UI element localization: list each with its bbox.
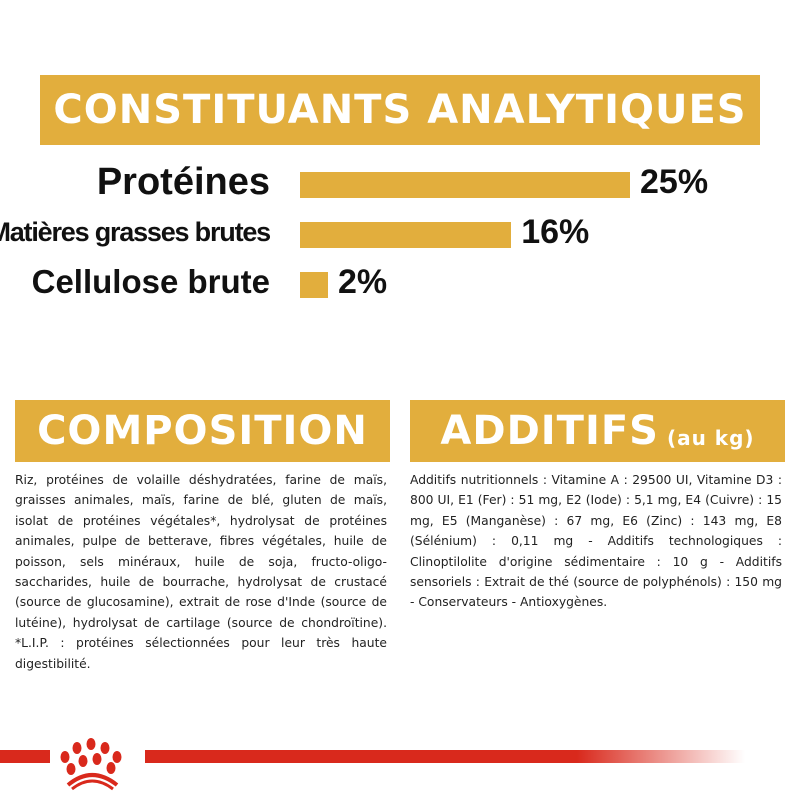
analytical-row-fat: Matières grasses brutes 16%	[0, 213, 800, 255]
analytical-label: Cellulose brute	[31, 263, 270, 300]
analytical-bar	[300, 172, 630, 198]
royal-canin-crown-icon	[60, 738, 122, 791]
analytical-value: 25%	[640, 163, 709, 201]
analytical-row-proteins: Protéines 25%	[0, 161, 800, 205]
footer-line-right	[145, 750, 745, 763]
composition-title: COMPOSITION	[37, 408, 368, 454]
composition-text: Riz, protéines de volaille déshydratées,…	[15, 473, 387, 671]
analytical-banner: CONSTITUANTS ANALYTIQUES	[40, 75, 760, 145]
analytical-value: 16%	[521, 213, 590, 251]
analytical-row-fibre: Cellulose brute 2%	[0, 263, 800, 305]
additives-unit: (au kg)	[666, 426, 755, 450]
analytical-bar	[300, 272, 328, 298]
additives-text: Additifs nutritionnels : Vitamine A : 29…	[410, 473, 782, 610]
composition-banner: COMPOSITION	[15, 400, 390, 462]
additives-banner: ADDITIFS (au kg)	[410, 400, 785, 462]
footer-line-left	[0, 750, 50, 763]
analytical-label: Matières grasses brutes	[0, 217, 271, 247]
analytical-value: 2%	[338, 263, 388, 301]
additives-title: ADDITIFS	[440, 408, 659, 454]
analytical-bar	[300, 222, 512, 248]
analytical-label: Protéines	[96, 161, 270, 203]
analytical-title: CONSTITUANTS ANALYTIQUES	[53, 87, 747, 133]
